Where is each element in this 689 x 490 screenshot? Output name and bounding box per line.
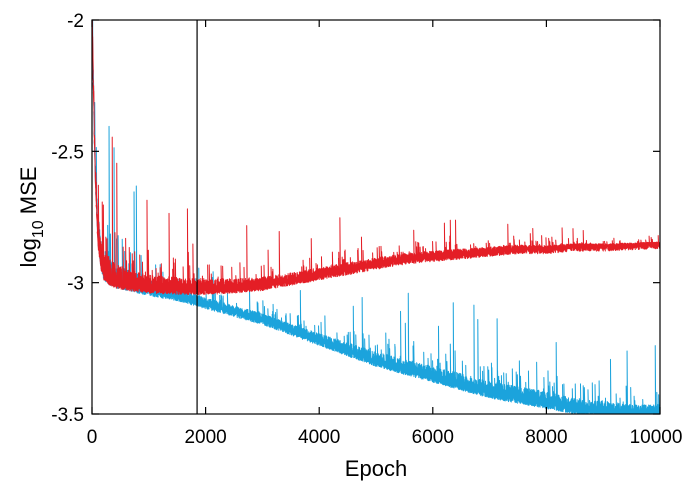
y-tick-label: -2 <box>67 11 84 32</box>
x-tick-label: 2000 <box>184 427 226 448</box>
y-axis-title-subscript: 10 <box>30 220 47 238</box>
x-tick-label: 10000 <box>630 427 683 448</box>
series-line-red <box>92 20 660 295</box>
plot-frame <box>91 19 661 415</box>
y-axis-title: log10 MSE <box>16 167 47 268</box>
series-line-blue <box>92 20 660 414</box>
y-axis-title-prefix: log <box>16 238 41 267</box>
x-axis-title: Epoch <box>345 456 407 481</box>
y-tick-label: -3 <box>67 274 84 295</box>
y-axis-ticks: -2 -2.5 -3 -3.5 <box>51 11 660 426</box>
y-axis-title-suffix: MSE <box>16 167 41 221</box>
x-tick-label: 0 <box>87 427 98 448</box>
x-tick-label: 8000 <box>525 427 567 448</box>
x-axis-ticks: 0 2000 4000 6000 8000 10000 <box>87 20 683 448</box>
series-layer <box>92 20 660 414</box>
y-tick-label: -3.5 <box>51 405 84 426</box>
x-tick-label: 4000 <box>298 427 340 448</box>
y-tick-label: -2.5 <box>51 142 84 163</box>
x-tick-label: 6000 <box>412 427 454 448</box>
